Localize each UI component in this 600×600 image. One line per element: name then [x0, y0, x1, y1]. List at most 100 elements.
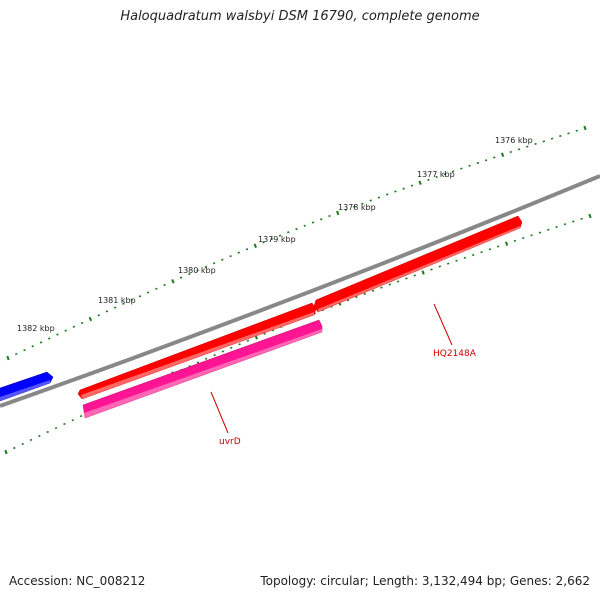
- outer-tick: [105, 310, 109, 313]
- inner-tick: [71, 419, 74, 422]
- genes-label: Genes:: [509, 574, 552, 588]
- outer-tick: [476, 161, 480, 165]
- outer-tick: [303, 224, 306, 227]
- inner-tick: [513, 239, 517, 242]
- inner-tick: [13, 446, 16, 450]
- scale-label-1379: 1379 kbp: [258, 235, 296, 244]
- inner-tick: [246, 339, 250, 342]
- outer-tick: [278, 234, 282, 237]
- length-label: Length:: [372, 574, 419, 588]
- outer-tick: [97, 314, 100, 317]
- gene-blue-fragment[interactable]: [0, 371, 54, 402]
- outer-tick: [402, 187, 405, 190]
- outer-tick: [493, 156, 496, 159]
- scale-label-1378: 1378 kbp: [338, 203, 376, 212]
- outer-tick: [23, 349, 26, 352]
- outer-tick: [295, 227, 298, 231]
- outer-tick: [534, 142, 537, 146]
- outer-tick: [221, 258, 224, 261]
- inner-tick: [580, 217, 583, 220]
- scale-label-1381: 1381 kbp: [98, 296, 136, 305]
- outer-tick: [559, 134, 562, 138]
- outer-tick: [138, 295, 142, 298]
- outer-tick: [509, 150, 513, 154]
- outer-tick: [435, 175, 438, 179]
- inner-tick: [204, 357, 208, 360]
- outer-tick: [394, 190, 397, 193]
- outer-tick: [443, 173, 447, 176]
- inner-tick: [430, 268, 433, 271]
- inner-tick: [79, 415, 83, 418]
- outer-tick: [517, 148, 521, 151]
- gene-uvrd-inner[interactable]: [82, 319, 323, 419]
- outer-tick: [500, 152, 505, 158]
- outer-tick: [47, 337, 51, 340]
- outer-tick: [146, 291, 150, 294]
- inner-tick: [455, 259, 458, 262]
- gene-hq2148a[interactable]: [313, 215, 523, 313]
- inner-tick: [46, 430, 49, 434]
- outer-tick: [155, 287, 158, 290]
- inner-tick: [21, 442, 24, 446]
- outer-tick: [130, 298, 133, 302]
- outer-tick: [196, 269, 199, 272]
- outer-tick: [369, 199, 372, 202]
- outer-tick: [567, 132, 570, 135]
- outer-tick: [550, 137, 554, 140]
- outer-tick: [460, 167, 463, 170]
- outer-tick: [542, 140, 546, 143]
- inner-tick: [572, 220, 575, 223]
- inner-tick: [213, 353, 216, 357]
- outer-tick: [212, 262, 216, 265]
- outer-tick: [179, 276, 183, 279]
- scale-label-1382: 1382 kbp: [17, 324, 55, 333]
- outer-tick: [188, 272, 191, 276]
- scale-label-1380: 1380 kbp: [178, 266, 216, 275]
- outer-tick: [163, 283, 166, 287]
- outer-tick: [171, 279, 175, 284]
- inner-tick: [471, 253, 475, 257]
- outer-tick: [113, 306, 117, 309]
- outer-tick: [56, 333, 59, 336]
- inner-tick: [463, 256, 467, 259]
- outer-tick: [583, 125, 587, 131]
- inner-tick: [396, 280, 400, 283]
- inner-tick: [4, 449, 8, 455]
- outer-tick: [122, 302, 125, 305]
- inner-tick: [405, 277, 408, 280]
- page-title: Haloquadratum walsbyi DSM 16790, complet…: [120, 9, 480, 24]
- outer-tick: [15, 352, 18, 356]
- accession-label: Accession:: [9, 574, 73, 588]
- topology-value: circular: [320, 574, 365, 588]
- inner-tick: [355, 295, 358, 299]
- inner-tick: [496, 245, 500, 248]
- length-value: 3,132,494 bp: [421, 574, 502, 588]
- outer-tick-ring: [6, 125, 587, 361]
- outer-tick: [575, 129, 578, 132]
- outer-tick: [451, 170, 455, 173]
- scale-label-1377: 1377 kbp: [417, 170, 455, 179]
- inner-tick: [538, 231, 542, 234]
- gene-uvrd-outer[interactable]: [77, 302, 317, 400]
- topology-label: Topology:: [260, 574, 317, 588]
- outer-tick: [80, 321, 84, 325]
- outer-tick: [427, 178, 430, 181]
- outer-tick: [204, 265, 208, 268]
- outer-tick: [253, 243, 257, 249]
- outer-tick: [237, 251, 241, 254]
- outer-tick: [328, 214, 331, 218]
- outer-tick: [31, 345, 34, 348]
- outer-tick: [287, 231, 290, 234]
- inner-tick: [421, 270, 425, 275]
- outer-tick: [410, 184, 414, 187]
- inner-tick: [480, 251, 483, 254]
- outer-tick: [311, 221, 315, 224]
- inner-tick: [54, 426, 58, 430]
- scale-label-1376: 1376 kbp: [495, 136, 533, 145]
- inner-tick: [522, 236, 525, 240]
- inner-tick: [29, 438, 33, 442]
- outer-tick: [361, 202, 364, 205]
- inner-tick: [380, 286, 383, 289]
- inner-tick: [547, 228, 550, 231]
